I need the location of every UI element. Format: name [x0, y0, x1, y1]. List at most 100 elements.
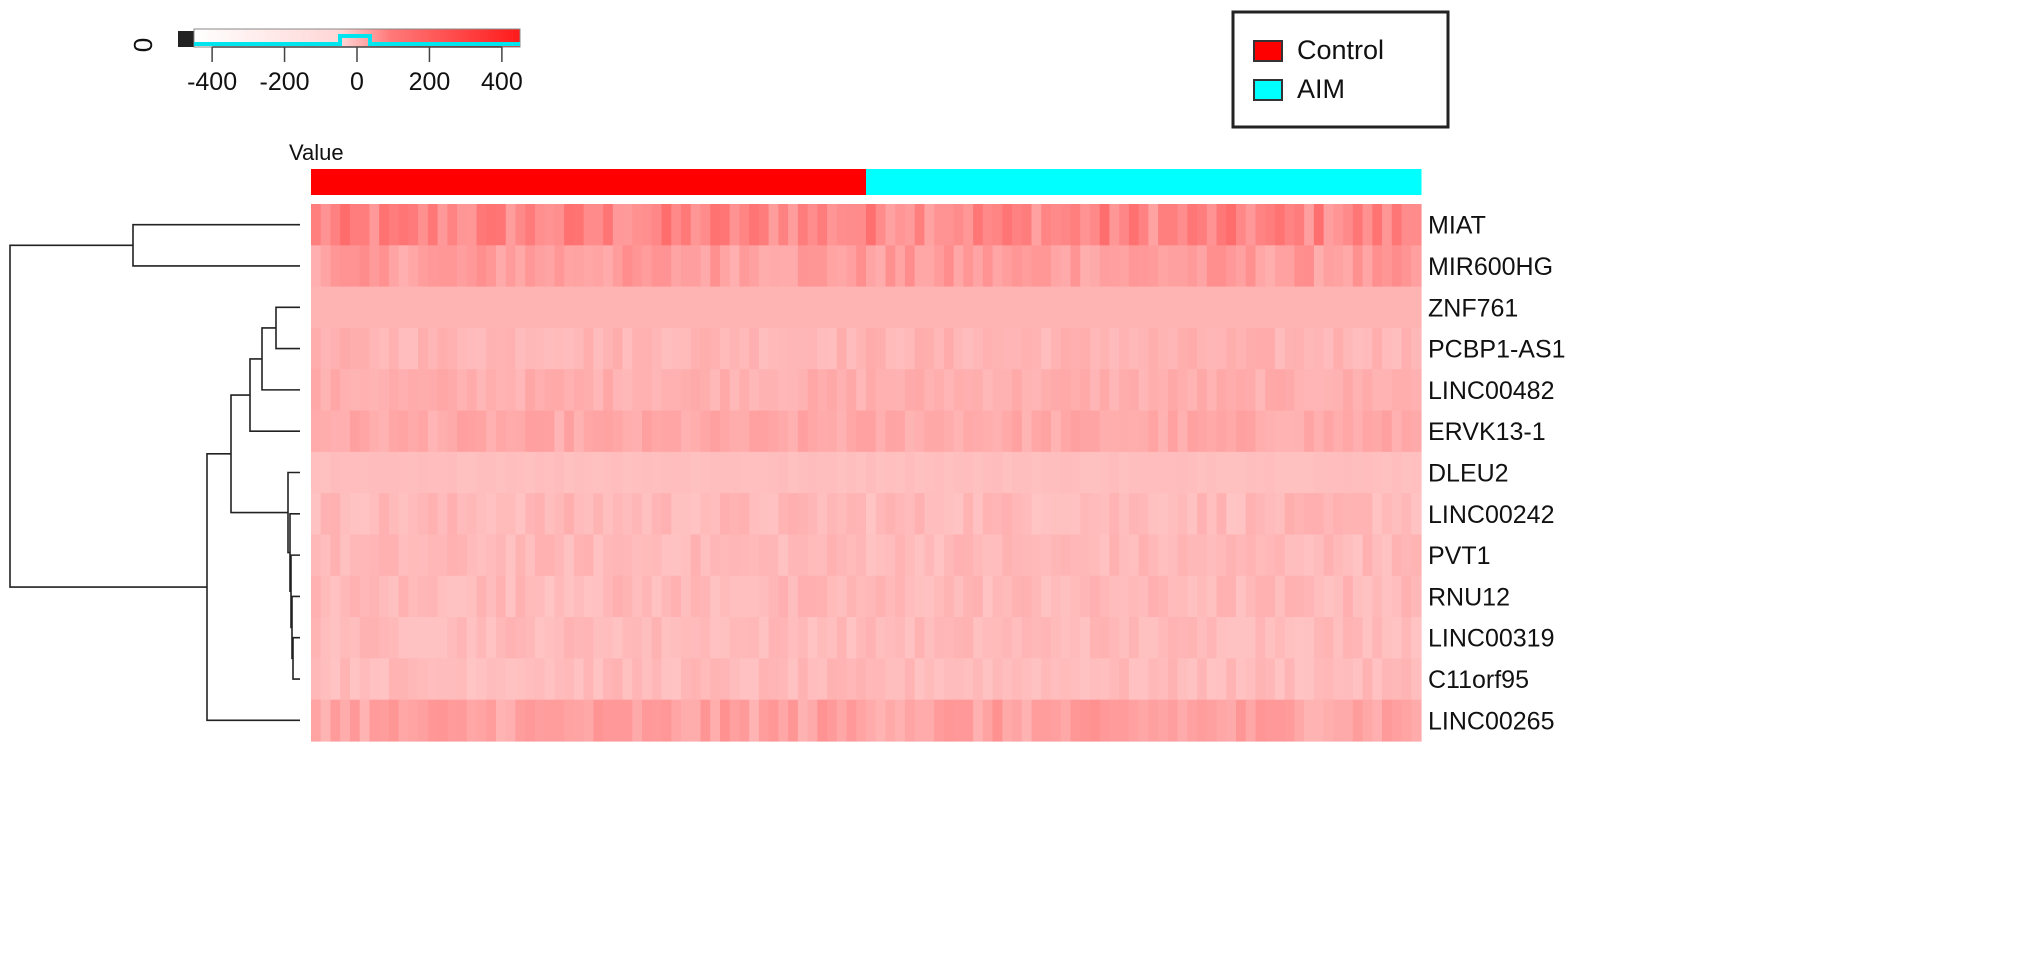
heatmap-cell — [1372, 369, 1383, 412]
heatmap-cell — [1343, 658, 1354, 701]
heatmap-cell — [359, 575, 371, 618]
heatmap-cell — [593, 617, 604, 659]
heatmap-cell — [534, 699, 546, 742]
color-key-side-label: 0 — [128, 38, 158, 52]
heatmap-cell — [554, 451, 565, 494]
heatmap-cell — [583, 451, 594, 494]
heatmap-cell — [1333, 617, 1344, 659]
heatmap-cell — [690, 451, 702, 494]
heatmap-cell — [1002, 575, 1013, 618]
heatmap-cell — [457, 286, 468, 329]
heatmap-cell — [457, 575, 468, 618]
heatmap-cell — [768, 658, 779, 701]
heatmap-cell — [457, 327, 468, 370]
heatmap-cell — [564, 575, 575, 618]
heatmap-cell — [1216, 327, 1227, 370]
heatmap-cell — [1343, 245, 1354, 288]
heatmap-cell — [330, 204, 341, 246]
heatmap-cell — [379, 534, 390, 577]
heatmap-cell — [1051, 658, 1062, 701]
heatmap-cell — [651, 327, 663, 370]
heatmap-cell — [437, 245, 448, 288]
heatmap-cell — [1021, 410, 1033, 453]
heatmap-cell — [1284, 451, 1296, 494]
heatmap-cell — [846, 245, 857, 288]
heatmap-cell — [593, 699, 604, 742]
heatmap-cell — [1333, 245, 1344, 288]
heatmap-cell — [622, 327, 633, 370]
heatmap-cell — [1216, 534, 1227, 577]
heatmap-cell — [1411, 451, 1422, 494]
heatmap-cell — [710, 699, 721, 742]
heatmap-cell — [564, 451, 575, 494]
heatmap-cell — [1226, 204, 1237, 246]
heatmap-cell — [437, 575, 448, 618]
heatmap-cell — [758, 369, 770, 412]
heatmap-cell — [398, 327, 409, 370]
heatmap-cell — [311, 369, 322, 412]
heatmap-cell — [1128, 658, 1140, 701]
heatmap-cell — [1255, 369, 1266, 412]
heatmap-cell — [544, 410, 556, 453]
heatmap-cell — [437, 534, 448, 577]
heatmap-cell — [1041, 245, 1052, 288]
heatmap-cell — [963, 451, 974, 494]
heatmap-cell — [593, 369, 604, 412]
heatmap-cell — [1401, 699, 1412, 742]
heatmap-cell — [525, 410, 536, 453]
heatmap-cell — [758, 327, 770, 370]
heatmap-cell — [505, 451, 517, 494]
heatmap-cell — [1245, 245, 1257, 288]
heatmap-cell — [719, 451, 731, 494]
heatmap-cell — [953, 410, 964, 453]
heatmap-cell — [1138, 369, 1149, 412]
heatmap-cell — [534, 575, 546, 618]
row-label: ZNF761 — [1428, 294, 1518, 322]
heatmap-cell — [1362, 286, 1373, 329]
heatmap-cell — [1031, 451, 1042, 494]
heatmap-cell — [1128, 369, 1140, 412]
heatmap-cell — [973, 658, 984, 701]
row-label: RNU12 — [1428, 583, 1510, 611]
heatmap-cell — [817, 617, 828, 659]
heatmap-cell — [982, 658, 994, 701]
heatmap-cell — [1099, 617, 1111, 659]
heatmap-cell — [593, 286, 604, 329]
heatmap-cell — [505, 658, 517, 701]
heatmap-cell — [934, 245, 945, 288]
heatmap-cell — [788, 204, 799, 246]
heatmap-cell — [496, 534, 507, 577]
heatmap-cell — [1362, 658, 1373, 701]
heatmap-cell — [827, 327, 838, 370]
heatmap-cell — [651, 204, 663, 246]
heatmap-cell — [1352, 204, 1364, 246]
heatmap-cell — [447, 410, 458, 453]
heatmap-cell — [486, 286, 497, 329]
heatmap-cell — [914, 451, 926, 494]
heatmap-cell — [544, 286, 556, 329]
heatmap-cell — [622, 369, 633, 412]
heatmap-cell — [1391, 204, 1403, 246]
heatmap-cell — [311, 451, 322, 494]
heatmap-cell — [904, 658, 916, 701]
heatmap-cell — [369, 493, 380, 536]
heatmap-cell — [982, 286, 994, 329]
heatmap-cell — [593, 410, 604, 453]
heatmap-cell — [895, 534, 906, 577]
heatmap-cell — [1391, 617, 1403, 659]
heatmap-cell — [817, 286, 828, 329]
heatmap-cell — [729, 617, 741, 659]
heatmap-cell — [1352, 327, 1364, 370]
heatmap-cell — [1060, 658, 1072, 701]
heatmap-cell — [1323, 286, 1334, 329]
heatmap-cell — [437, 286, 448, 329]
heatmap-cell — [1119, 327, 1130, 370]
heatmap-cell — [749, 493, 760, 536]
heatmap-cell — [681, 493, 692, 536]
heatmap-cell — [700, 699, 711, 742]
heatmap-cell — [758, 204, 770, 246]
heatmap-cell — [1109, 534, 1120, 577]
heatmap-cell — [1206, 204, 1218, 246]
heatmap-cell — [359, 451, 371, 494]
heatmap-cell — [583, 245, 594, 288]
